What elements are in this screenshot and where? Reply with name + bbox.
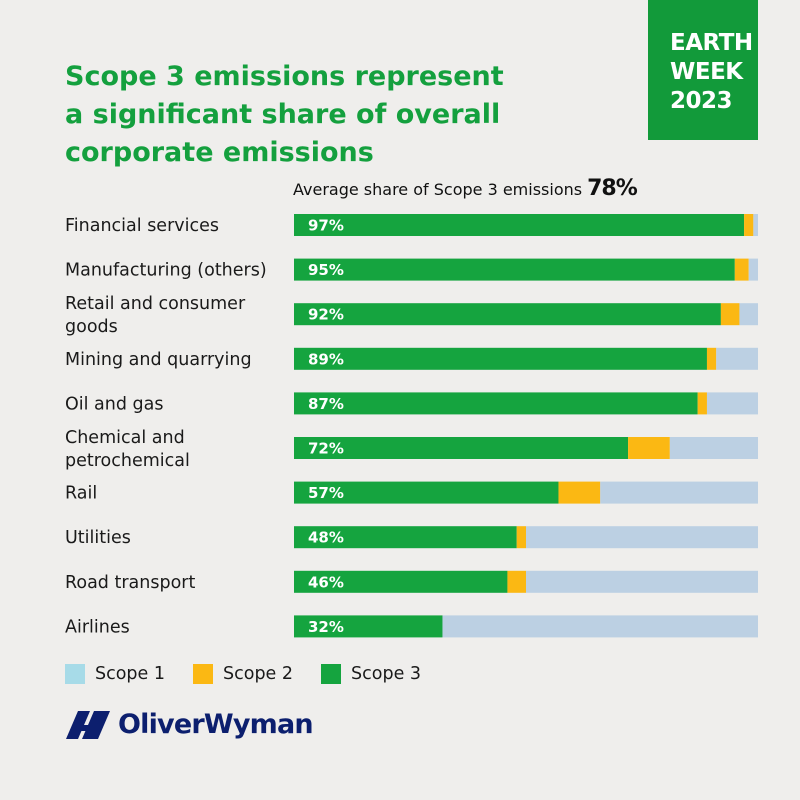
bar-segment-scope3 xyxy=(294,347,707,370)
logo-text: OliverWyman xyxy=(118,708,314,740)
badge-line-1: EARTH xyxy=(670,29,753,56)
category-label: Rail xyxy=(65,484,97,504)
oliver-wyman-logo: OliverWyman xyxy=(66,706,314,742)
badge-line-2: WEEK xyxy=(670,58,743,85)
bar-segment-scope1 xyxy=(748,258,758,281)
bar-value-label: 57% xyxy=(308,484,344,502)
legend-item-scope3: Scope 3 xyxy=(321,664,421,684)
legend-label-scope2: Scope 2 xyxy=(223,664,294,684)
bar-segment-scope1 xyxy=(526,570,758,593)
bar-segment-scope2 xyxy=(734,258,749,281)
chart-title: Scope 3 emissions represent a significan… xyxy=(65,61,504,168)
bar-segment-scope3 xyxy=(294,303,721,326)
average-share-label: Average share of Scope 3 emissions xyxy=(293,180,583,199)
bar-segment-scope1 xyxy=(706,392,758,415)
bar-value-label: 95% xyxy=(308,261,344,279)
bar-segment-scope3 xyxy=(294,570,508,593)
bar-segment-scope2 xyxy=(706,347,717,370)
legend-swatch-scope3 xyxy=(321,664,342,684)
bar-segment-scope3 xyxy=(294,437,629,459)
bar-segment-scope2 xyxy=(507,570,526,593)
category-label: Airlines xyxy=(65,617,130,637)
legend-label-scope1: Scope 1 xyxy=(95,664,166,684)
bar-segment-scope1 xyxy=(669,437,758,459)
bar-segment-scope1 xyxy=(739,303,758,326)
bar-value-label: 46% xyxy=(308,573,344,591)
bar-segment-scope3 xyxy=(294,392,698,415)
bar-value-label: 32% xyxy=(308,618,344,636)
legend-swatch-scope1 xyxy=(65,664,85,684)
category-label: Mining and quarrying xyxy=(65,350,252,370)
category-label: Utilities xyxy=(65,528,131,548)
bar-segment-scope2 xyxy=(697,392,707,415)
bar-value-label: 87% xyxy=(308,395,344,413)
bar-value-label: 48% xyxy=(308,529,344,547)
bar-segment-scope1 xyxy=(526,526,758,549)
bar-value-label: 92% xyxy=(308,306,344,324)
bar-segment-scope3 xyxy=(294,481,559,504)
legend-item-scope2: Scope 2 xyxy=(193,664,293,684)
bar-value-label: 89% xyxy=(308,350,344,368)
bar-segment-scope2 xyxy=(744,214,754,236)
average-share-row: Average share of Scope 3 emissions 78% xyxy=(293,176,638,206)
legend-swatch-scope2 xyxy=(193,664,214,684)
bar-segment-scope2 xyxy=(516,526,526,549)
bar-segment-scope3 xyxy=(294,258,735,281)
category-label: Road transport xyxy=(65,573,195,593)
bar-segment-scope2 xyxy=(558,481,601,504)
category-label: Chemical and petrochemical xyxy=(65,428,190,471)
oliver-wyman-logo-icon xyxy=(66,711,110,739)
bar-segment-scope1 xyxy=(716,347,758,370)
bar-segment-scope1 xyxy=(442,615,758,638)
category-label: Retail and consumer goods xyxy=(65,294,246,337)
bar-segment-scope3 xyxy=(294,526,517,549)
legend-item-scope1: Scope 1 xyxy=(65,664,165,684)
earth-week-badge: EARTH WEEK 2023 xyxy=(648,0,758,140)
category-label: Financial services xyxy=(65,216,219,236)
bar-segment-scope3 xyxy=(294,615,443,638)
bar-segment-scope2 xyxy=(628,437,670,459)
bar-segment-scope1 xyxy=(600,481,758,504)
bar-segment-scope2 xyxy=(720,303,740,326)
badge-line-3: 2023 xyxy=(670,87,733,114)
bar-value-label: 72% xyxy=(308,440,344,458)
category-label: Manufacturing (others) xyxy=(65,261,267,281)
legend: Scope 1 Scope 2 Scope 3 xyxy=(65,661,449,687)
bar-segment-scope1 xyxy=(753,214,758,236)
category-label: Oil and gas xyxy=(65,394,164,414)
legend-label-scope3: Scope 3 xyxy=(351,664,422,684)
bar-segment-scope3 xyxy=(294,214,745,236)
average-share-value: 78% xyxy=(587,176,638,201)
bar-value-label: 97% xyxy=(308,217,344,235)
